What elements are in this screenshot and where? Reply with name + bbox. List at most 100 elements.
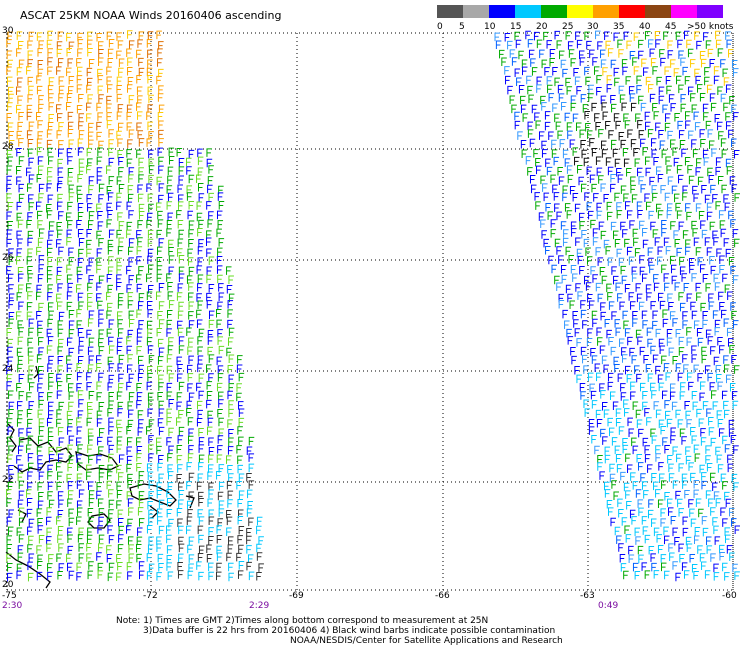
wind-barb bbox=[178, 166, 185, 175]
wind-barb bbox=[228, 536, 234, 545]
wind-barb bbox=[96, 490, 102, 500]
wind-barb bbox=[127, 518, 133, 528]
wind-barb bbox=[565, 31, 572, 40]
wind-barb bbox=[76, 417, 82, 426]
wind-barb bbox=[697, 545, 703, 554]
wind-barb bbox=[238, 473, 245, 482]
wind-barb bbox=[705, 455, 711, 464]
wind-barb bbox=[686, 419, 692, 428]
wind-barb bbox=[6, 238, 12, 248]
wind-barb bbox=[67, 545, 74, 555]
wind-barb bbox=[36, 32, 43, 41]
wind-barb bbox=[117, 149, 123, 159]
wind-barb bbox=[36, 310, 42, 320]
wind-barb bbox=[682, 320, 688, 329]
wind-barb bbox=[36, 147, 43, 156]
wind-barb bbox=[17, 336, 24, 346]
wind-barb bbox=[695, 282, 702, 292]
wind-barb bbox=[128, 257, 134, 266]
wind-barb bbox=[548, 255, 554, 265]
wind-barb bbox=[577, 291, 583, 300]
wind-barb bbox=[646, 327, 653, 337]
wind-barb bbox=[617, 39, 623, 49]
wind-barb bbox=[58, 543, 64, 552]
wind-barb bbox=[77, 174, 83, 183]
wind-barb bbox=[217, 336, 224, 345]
wind-barb bbox=[157, 365, 163, 375]
wind-barb bbox=[38, 365, 44, 375]
wind-barb bbox=[56, 130, 63, 139]
note-line-1: Note: 1) Times are GMT 2)Times along bot… bbox=[116, 616, 489, 626]
wind-barb bbox=[138, 561, 145, 570]
wind-barb bbox=[598, 221, 605, 231]
wind-barb bbox=[217, 274, 223, 284]
wind-barb bbox=[664, 282, 670, 292]
wind-barb bbox=[677, 419, 684, 428]
wind-barb bbox=[118, 373, 124, 383]
wind-barb bbox=[107, 48, 114, 58]
wind-barb bbox=[602, 67, 608, 76]
wind-barb bbox=[614, 526, 621, 536]
wind-barb bbox=[108, 499, 115, 509]
wind-barb bbox=[76, 185, 83, 195]
wind-barb bbox=[226, 347, 232, 357]
wind-barb bbox=[107, 57, 114, 67]
wind-barb bbox=[494, 32, 501, 42]
wind-barb bbox=[16, 166, 22, 175]
wind-barb bbox=[67, 176, 73, 186]
wind-barb bbox=[228, 275, 234, 284]
wind-barb bbox=[607, 417, 613, 427]
wind-barb bbox=[218, 500, 225, 510]
wind-barb bbox=[622, 310, 629, 320]
wind-barb bbox=[728, 49, 734, 58]
wind-barb bbox=[669, 552, 675, 562]
wind-barb bbox=[196, 417, 203, 427]
wind-barb bbox=[218, 201, 225, 210]
wind-barb bbox=[197, 257, 204, 266]
wind-barb bbox=[46, 417, 53, 427]
wind-barb bbox=[626, 40, 632, 50]
wind-barb bbox=[46, 129, 53, 138]
wind-barb bbox=[216, 471, 222, 480]
wind-barb bbox=[685, 410, 691, 420]
wind-barb bbox=[208, 165, 214, 174]
wind-barb bbox=[649, 93, 656, 103]
wind-barb bbox=[658, 382, 665, 392]
wind-barb bbox=[730, 302, 736, 311]
wind-barb bbox=[664, 570, 670, 580]
wind-barb bbox=[529, 174, 536, 184]
wind-barb bbox=[686, 543, 693, 553]
wind-barb bbox=[553, 192, 560, 201]
wind-barb bbox=[48, 93, 54, 102]
wind-barb bbox=[186, 481, 192, 490]
lon-label-66: -66 bbox=[435, 591, 450, 601]
legend-label: 15 bbox=[510, 22, 522, 32]
wind-barb bbox=[147, 59, 153, 68]
wind-barb bbox=[676, 210, 683, 219]
wind-barb bbox=[684, 400, 690, 410]
wind-barb bbox=[136, 544, 142, 553]
wind-barb bbox=[107, 436, 113, 446]
wind-barb bbox=[157, 147, 164, 157]
wind-barb bbox=[197, 473, 204, 483]
wind-barb bbox=[47, 284, 53, 293]
wind-barb bbox=[604, 31, 610, 41]
wind-barb bbox=[26, 427, 32, 437]
wind-barb bbox=[147, 31, 154, 40]
wind-barb bbox=[77, 462, 83, 471]
wind-barb bbox=[679, 302, 686, 312]
wind-barb bbox=[670, 103, 677, 112]
wind-barb bbox=[665, 246, 672, 255]
legend-swatch bbox=[593, 5, 619, 18]
wind-barb bbox=[218, 508, 225, 517]
wind-barb bbox=[168, 247, 174, 256]
wind-barb bbox=[208, 284, 215, 293]
wind-barb bbox=[26, 444, 32, 454]
wind-barb bbox=[684, 111, 691, 120]
wind-barb bbox=[646, 292, 652, 301]
wind-barb bbox=[525, 156, 532, 165]
wind-barb bbox=[97, 211, 103, 220]
wind-barb bbox=[696, 328, 703, 337]
wind-barb bbox=[675, 490, 681, 500]
wind-barb bbox=[136, 553, 142, 563]
